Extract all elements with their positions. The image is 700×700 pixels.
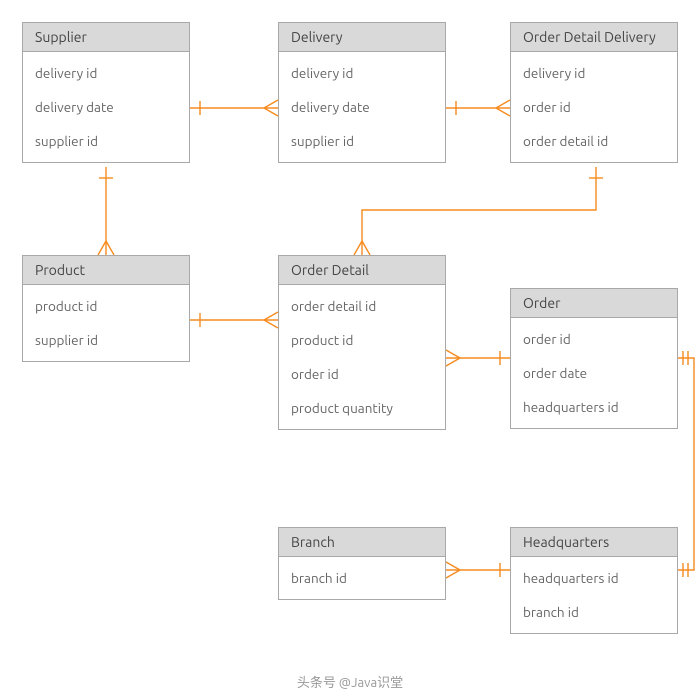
entity-orderdetail: Order Detailorder detail idproduct idord… <box>278 255 446 430</box>
edge-order-hq <box>678 351 694 577</box>
entity-attr: supplier id <box>279 124 445 158</box>
entity-delivery: Deliverydelivery iddelivery datesupplier… <box>278 22 446 163</box>
entity-attr: branch id <box>279 561 445 595</box>
edge-orderdetail-order <box>446 350 510 366</box>
edge-odd-orderdetail <box>354 167 603 255</box>
entity-attrs: delivery iddelivery datesupplier id <box>23 52 189 162</box>
entity-attrs: delivery iddelivery datesupplier id <box>279 52 445 162</box>
entity-title: Order Detail Delivery <box>511 23 677 52</box>
entity-attrs: delivery idorder idorder detail id <box>511 52 677 162</box>
entity-attrs: order detail idproduct idorder idproduct… <box>279 285 445 429</box>
entity-title: Branch <box>279 528 445 557</box>
entity-attr: supplier id <box>23 323 189 357</box>
entity-attr: order id <box>279 357 445 391</box>
edge-branch-hq <box>446 562 510 578</box>
entity-attr: delivery date <box>279 90 445 124</box>
edge-supplier-product <box>98 167 114 255</box>
entity-attr: product quantity <box>279 391 445 425</box>
entity-odd: Order Detail Deliverydelivery idorder id… <box>510 22 678 163</box>
entity-attrs: order idorder dateheadquarters id <box>511 318 677 428</box>
entity-attr: order id <box>511 90 677 124</box>
entity-attr: delivery id <box>23 56 189 90</box>
entity-attr: delivery id <box>279 56 445 90</box>
entity-title: Order <box>511 289 677 318</box>
entity-attr: headquarters id <box>511 390 677 424</box>
entity-title: Supplier <box>23 23 189 52</box>
entity-attr: product id <box>23 289 189 323</box>
entity-attr: branch id <box>511 595 677 629</box>
entity-product: Productproduct idsupplier id <box>22 255 190 362</box>
entity-title: Delivery <box>279 23 445 52</box>
watermark: 头条号 @Java识堂 <box>0 672 700 691</box>
entity-attr: delivery id <box>511 56 677 90</box>
entity-order: Orderorder idorder dateheadquarters id <box>510 288 678 429</box>
edge-delivery-odd <box>446 100 510 116</box>
entity-title: Headquarters <box>511 528 677 557</box>
entity-attr: order detail id <box>279 289 445 323</box>
entity-title: Order Detail <box>279 256 445 285</box>
entity-hq: Headquartersheadquarters idbranch id <box>510 527 678 634</box>
entity-attr: product id <box>279 323 445 357</box>
edge-product-orderdetail <box>190 312 278 328</box>
entity-attrs: branch id <box>279 557 445 599</box>
entity-attrs: product idsupplier id <box>23 285 189 361</box>
entity-branch: Branch branch id <box>278 527 446 600</box>
edge-supplier-delivery <box>190 100 278 116</box>
entity-attr: delivery date <box>23 90 189 124</box>
entity-attr: headquarters id <box>511 561 677 595</box>
entity-attr: order id <box>511 322 677 356</box>
entity-attr: order detail id <box>511 124 677 158</box>
entity-attr: supplier id <box>23 124 189 158</box>
entity-attr: order date <box>511 356 677 390</box>
entity-title: Product <box>23 256 189 285</box>
entity-supplier: Supplierdelivery iddelivery datesupplier… <box>22 22 190 163</box>
entity-attrs: headquarters idbranch id <box>511 557 677 633</box>
